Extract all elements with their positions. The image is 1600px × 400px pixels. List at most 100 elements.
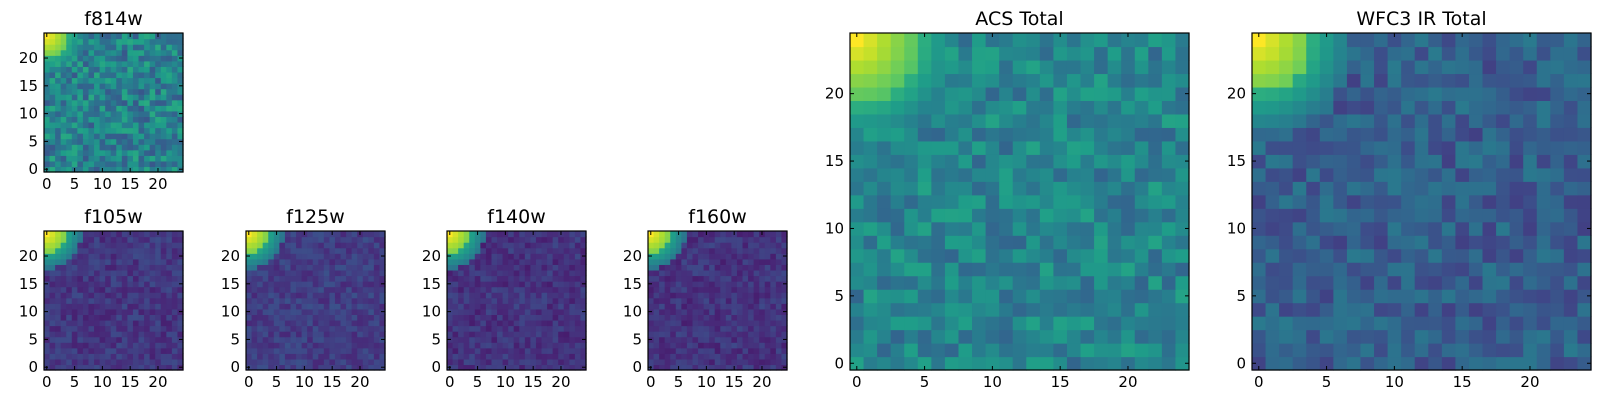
heatmap-cell xyxy=(917,100,932,115)
heatmap-cell xyxy=(144,358,151,366)
heatmap-cell xyxy=(379,269,386,277)
heatmap-cell xyxy=(1161,356,1177,371)
heatmap-cell xyxy=(742,275,749,282)
heatmap-cell xyxy=(1509,289,1524,304)
heatmap-cell xyxy=(944,59,960,75)
heatmap-cell xyxy=(116,275,123,282)
heatmap-cell xyxy=(1455,248,1470,263)
heatmap-cell xyxy=(447,258,454,265)
heatmap-cell xyxy=(49,160,56,168)
heatmap-cell xyxy=(709,286,716,293)
heatmap-cell xyxy=(88,325,95,332)
heatmap-cell xyxy=(55,358,62,366)
heatmap-cell xyxy=(904,59,919,75)
heatmap-cell xyxy=(1053,235,1068,250)
heatmap-cell xyxy=(692,308,699,315)
heatmap-cell xyxy=(748,247,755,254)
heatmap-cell xyxy=(1265,127,1280,142)
heatmap-cell xyxy=(1012,33,1027,48)
heatmap-cell xyxy=(82,127,90,134)
heatmap-cell xyxy=(127,105,134,112)
heatmap-cell xyxy=(66,258,73,265)
heatmap-cell xyxy=(132,336,140,343)
heatmap-cell xyxy=(1536,127,1551,142)
heatmap-cell xyxy=(530,358,537,366)
heatmap-cell xyxy=(1175,329,1190,344)
heatmap-cell xyxy=(82,121,90,129)
heatmap-cell xyxy=(1134,140,1149,155)
heatmap-cell xyxy=(648,264,655,271)
heatmap-cell xyxy=(121,66,128,73)
heatmap-cell xyxy=(290,236,297,243)
heatmap-cell xyxy=(569,236,576,243)
heatmap-cell xyxy=(279,269,286,277)
heatmap-cell xyxy=(1401,289,1416,304)
heatmap-cell xyxy=(82,286,90,293)
heatmap-cell xyxy=(1509,208,1524,223)
heatmap-cell xyxy=(49,83,56,90)
heatmap-cell xyxy=(1428,248,1443,263)
heatmap-cell xyxy=(1053,167,1068,182)
heatmap-cell xyxy=(155,155,162,162)
heatmap-cell xyxy=(1536,167,1551,182)
heatmap-cell xyxy=(748,236,755,243)
heatmap-cell xyxy=(563,342,570,349)
heatmap-cell xyxy=(88,247,95,254)
heatmap-cell xyxy=(1468,221,1484,236)
heatmap-cell xyxy=(1265,275,1280,290)
heatmap-cell xyxy=(775,231,783,238)
heatmap-cell xyxy=(917,235,932,250)
heatmap-cell xyxy=(1175,46,1190,61)
heatmap-cell xyxy=(698,281,705,288)
heatmap-cell xyxy=(736,364,744,371)
heatmap-cell xyxy=(759,253,766,260)
heatmap-cell xyxy=(66,155,73,162)
heatmap-cell xyxy=(508,258,515,265)
heatmap-cell xyxy=(1441,181,1456,196)
heatmap-cell xyxy=(1080,329,1095,344)
heatmap-cell xyxy=(458,347,465,354)
heatmap-cell xyxy=(1401,316,1416,331)
heatmap-cell xyxy=(917,33,932,48)
heatmap-cell xyxy=(480,297,487,304)
heatmap-cell xyxy=(552,269,559,277)
heatmap-cell xyxy=(116,319,123,327)
heatmap-cell xyxy=(1066,100,1082,115)
heatmap-cell xyxy=(999,289,1014,304)
heatmap-cell xyxy=(552,336,559,343)
heatmap-cell xyxy=(709,297,716,304)
heatmap-cell xyxy=(731,303,738,310)
heatmap-cell xyxy=(1066,46,1082,61)
heatmap-cell xyxy=(519,325,526,332)
heatmap-cell xyxy=(368,319,375,327)
heatmap-cell xyxy=(284,336,292,343)
heatmap-cell xyxy=(77,364,84,371)
heatmap-cell xyxy=(166,242,173,249)
heatmap-cell xyxy=(121,160,128,168)
heatmap-cell xyxy=(351,258,358,265)
heatmap-cell xyxy=(171,155,179,162)
heatmap-cell xyxy=(692,247,699,254)
heatmap-cell xyxy=(318,242,325,249)
heatmap-cell xyxy=(262,236,269,243)
heatmap-cell xyxy=(346,303,353,310)
heatmap-cell xyxy=(82,247,90,254)
heatmap-cell xyxy=(1066,235,1082,250)
heatmap-cell xyxy=(1134,356,1149,371)
heatmap-cell xyxy=(709,275,716,282)
heatmap-cell xyxy=(357,336,364,343)
heatmap-cell xyxy=(127,94,134,101)
heatmap-cell xyxy=(77,44,84,51)
heatmap-cell xyxy=(781,286,788,293)
heatmap-cell xyxy=(513,247,520,254)
heatmap-cell xyxy=(1360,194,1375,209)
heatmap-cell xyxy=(66,247,73,254)
heatmap-cell xyxy=(958,140,973,155)
heatmap-cell xyxy=(346,281,353,288)
heatmap-cell xyxy=(474,286,481,293)
heatmap-cell xyxy=(171,247,179,254)
heatmap-cell xyxy=(71,342,78,349)
heatmap-cell xyxy=(268,353,275,360)
heatmap-cell xyxy=(497,264,504,271)
